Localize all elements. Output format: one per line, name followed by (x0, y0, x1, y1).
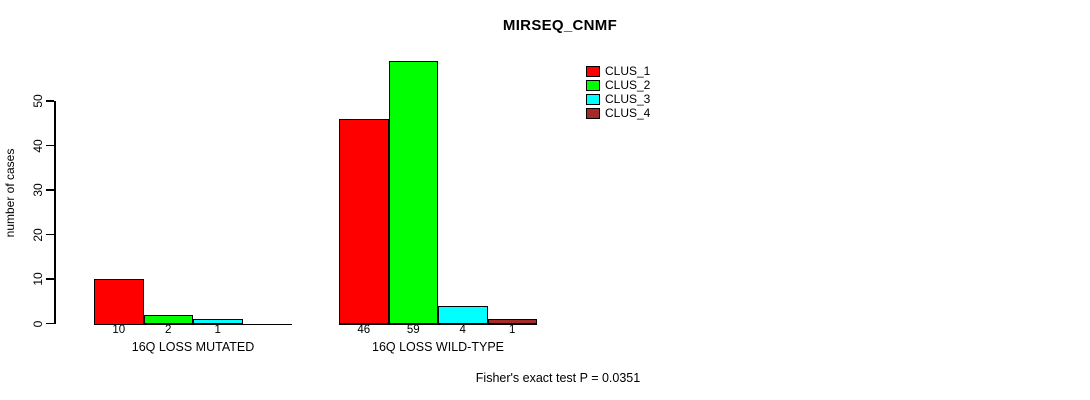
legend-item-label: CLUS_4 (605, 106, 651, 120)
legend: CLUS_1 CLUS_2 CLUS_3 CLUS_4 (586, 64, 650, 120)
bar-value-label: 1 (214, 324, 221, 336)
bar-value-label: 59 (406, 324, 420, 336)
y-tick-mark (46, 144, 54, 147)
legend-item: CLUS_3 (586, 92, 650, 106)
bar-clus_1 (94, 279, 144, 325)
bar-value-label: 1 (509, 324, 516, 336)
y-tick-mark (46, 278, 54, 280)
legend-item: CLUS_4 (586, 106, 650, 120)
legend-item-label: CLUS_1 (605, 64, 651, 78)
fisher-test-annotation: Fisher's exact test P = 0.0351 (475, 371, 641, 385)
y-tick-label: 20 (31, 227, 45, 242)
legend-item: CLUS_1 (586, 64, 650, 78)
legend-swatch-clus_4 (586, 107, 600, 119)
legend-swatch-clus_1 (586, 65, 600, 77)
group-label: 16Q LOSS MUTATED (131, 340, 255, 354)
bar-clus_2 (388, 60, 438, 325)
bar-value-label: 46 (357, 324, 371, 336)
y-tick-mark (46, 100, 54, 102)
y-axis-label: number of cases (3, 148, 17, 238)
bar-value-label: 2 (165, 324, 172, 336)
y-tick-label: 0 (31, 320, 45, 327)
chart-title: MIRSEQ_CNMF (502, 17, 618, 34)
bar-clus_3 (193, 319, 243, 325)
legend-swatch-clus_2 (586, 79, 600, 91)
y-axis-line (54, 101, 56, 324)
legend-item-label: CLUS_3 (605, 92, 651, 106)
legend-swatch-clus_3 (586, 93, 600, 105)
y-tick-label: 50 (31, 94, 45, 108)
bar-clus_3 (438, 305, 488, 325)
bar-clus_1 (339, 118, 389, 325)
legend-item-label: CLUS_2 (605, 78, 651, 92)
y-tick-label: 10 (31, 272, 45, 286)
y-tick-label: 40 (31, 138, 45, 153)
bar-clus_2 (143, 314, 193, 325)
y-tick-mark (46, 189, 54, 191)
bar-value-label: 10 (112, 324, 126, 336)
y-tick-label: 30 (31, 183, 45, 197)
legend-item: CLUS_2 (586, 78, 650, 92)
bar-clus_4 (487, 319, 537, 325)
group-label: 16Q LOSS WILD-TYPE (372, 340, 504, 354)
bar-value-label: 4 (459, 324, 466, 336)
y-tick-mark (46, 322, 54, 325)
y-tick-mark (46, 233, 54, 236)
